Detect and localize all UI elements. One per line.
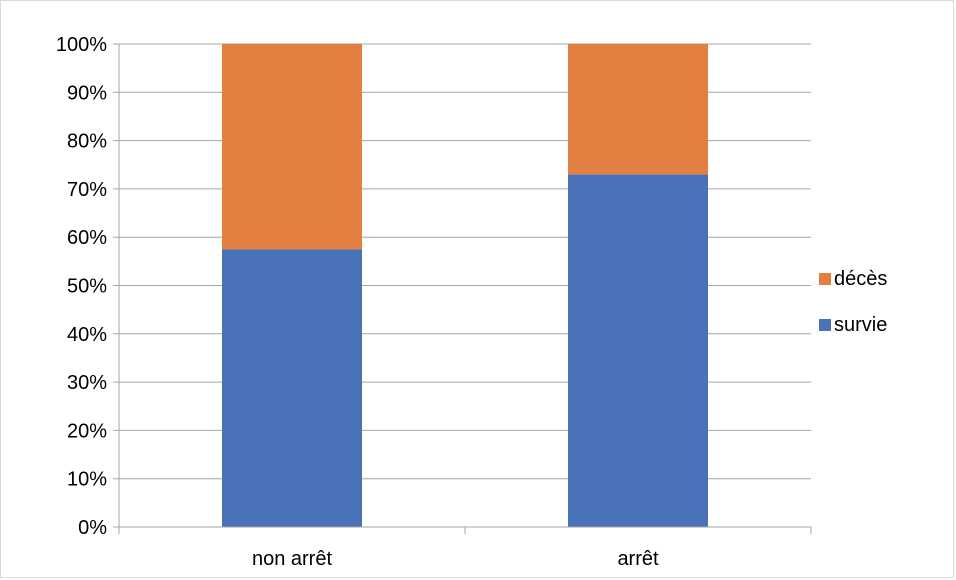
y-tick-label: 30% xyxy=(67,372,107,394)
y-tick-label: 100% xyxy=(56,34,107,56)
axes xyxy=(113,44,812,534)
y-tick-label: 70% xyxy=(67,179,107,201)
x-category-label: non arrêt xyxy=(252,548,332,570)
y-tick-label: 40% xyxy=(67,324,107,346)
y-tick-label: 60% xyxy=(67,227,107,249)
bar-survie-arrêt xyxy=(568,174,708,527)
legend: décès survie xyxy=(819,268,887,336)
x-category-label: arrêt xyxy=(617,548,659,570)
y-tick-label: 10% xyxy=(67,469,107,491)
y-axis-tick-labels: 0% 10% 20% 30% 40% 50% 60% 70% 80% 90% 100% xyxy=(56,34,107,539)
bars xyxy=(222,44,708,527)
y-tick-label: 50% xyxy=(67,276,107,298)
bar-décès-arrêt xyxy=(568,44,708,175)
bar-survie-non arrêt xyxy=(222,249,362,527)
y-tick-label: 0% xyxy=(78,517,107,539)
y-tick-label: 20% xyxy=(67,420,107,442)
legend-swatch-survie xyxy=(819,319,831,331)
legend-label-décès: décès xyxy=(834,268,887,290)
legend-label-survie: survie xyxy=(834,314,887,336)
bar-décès-non arrêt xyxy=(222,44,362,250)
y-tick-label: 90% xyxy=(67,82,107,104)
x-axis-category-labels: non arrêt arrêt xyxy=(252,548,659,570)
y-tick-label: 80% xyxy=(67,131,107,153)
legend-swatch-décès xyxy=(819,273,831,285)
